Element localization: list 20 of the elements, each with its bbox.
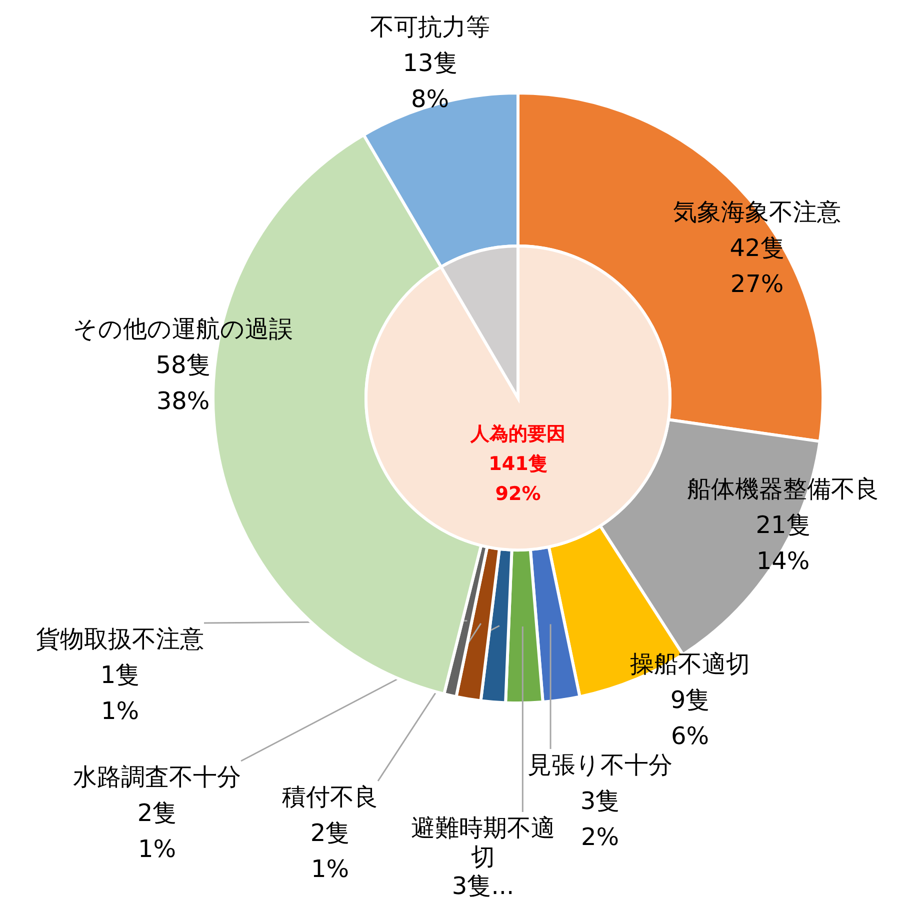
data-label: 13隻 8% xyxy=(402,49,458,113)
slice-label: 避難時期不適切 xyxy=(411,814,555,871)
data-label: 3隻 2% xyxy=(580,787,620,851)
data-label: 2隻 1% xyxy=(137,799,177,863)
slice-label: 水路調査不十分 xyxy=(73,763,241,791)
data-label: 58隻 38% xyxy=(156,351,210,415)
slice-label: 人為的要因 xyxy=(470,423,566,445)
data-label: 2隻 1% xyxy=(310,819,350,883)
slice-label: 船体機器整備不良 xyxy=(687,475,879,503)
data-label: 141隻 92% xyxy=(488,453,548,505)
slice-label: 貨物取扱不注意 xyxy=(36,625,204,653)
data-label: 1隻 1% xyxy=(100,661,140,725)
slice-label: 見張り不十分 xyxy=(528,751,672,779)
data-label: 3隻... xyxy=(452,872,514,900)
slice-label: 不可抗力等 xyxy=(370,13,490,41)
slice-label: 積付不良 xyxy=(282,783,378,811)
data-label: 9隻 6% xyxy=(670,686,710,750)
data-label: 42隻 27% xyxy=(730,234,784,298)
data-label: 21隻 14% xyxy=(756,511,810,575)
slice-label: その他の運航の過誤 xyxy=(73,315,293,343)
